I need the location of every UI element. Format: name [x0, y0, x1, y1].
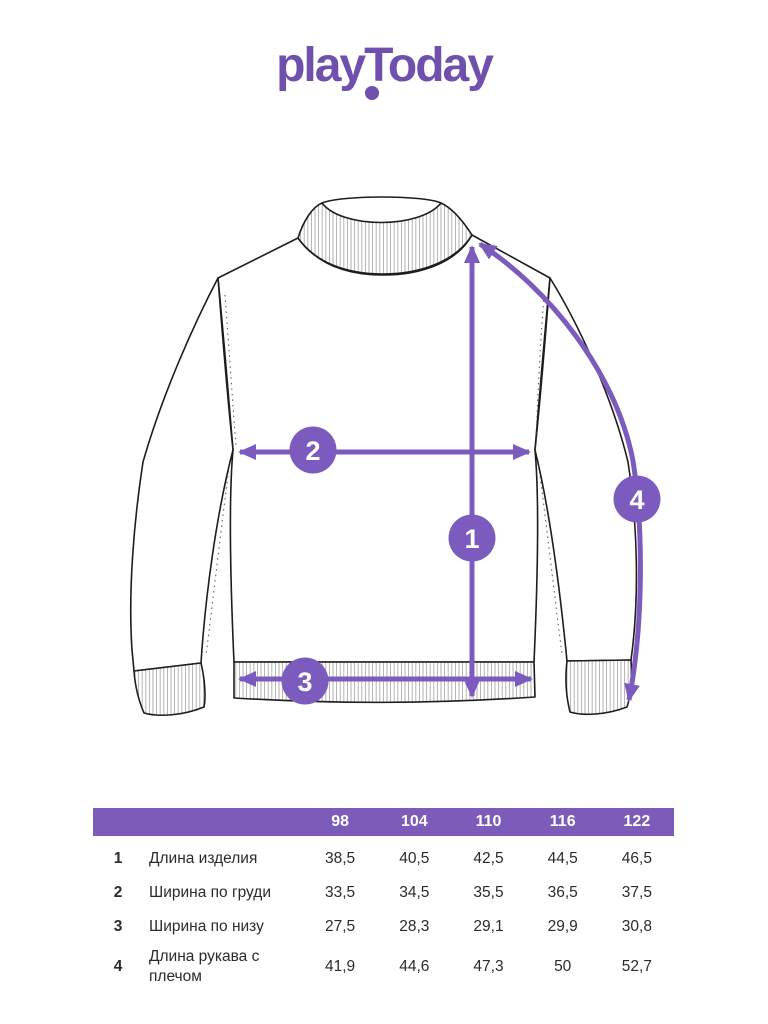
- table-cell: 41,9: [325, 958, 356, 975]
- badge-2-label: 2: [305, 436, 320, 466]
- sweater-body: [217, 234, 551, 663]
- badge-4-label: 4: [629, 485, 644, 515]
- table-cell: 29,9: [547, 918, 578, 935]
- table-cell: 28,3: [399, 918, 430, 935]
- sweater-right-cuff: [565, 659, 633, 716]
- brand-logo: playToday: [0, 42, 768, 112]
- sweater-right-sleeve: [534, 277, 638, 662]
- table-cell: 27,5: [325, 918, 356, 935]
- sweater-hem-band: [233, 661, 536, 704]
- table-cell: 38,5: [325, 850, 356, 867]
- table-cell: 33,5: [325, 884, 356, 901]
- sweater-outline: [129, 196, 638, 717]
- row-label: Ширина по низу: [149, 917, 264, 935]
- row-label: Длина изделия: [149, 849, 258, 867]
- table-row: 2 Ширина по груди 33,5 34,5 35,5 36,5 37…: [93, 876, 674, 910]
- table-row: 1 Длина изделия 38,5 40,5 42,5 44,5 46,5: [93, 842, 674, 876]
- badge-3-label: 3: [297, 667, 312, 697]
- badge-1-label: 1: [464, 524, 479, 554]
- table-cell: 44,6: [399, 958, 430, 975]
- measurement-badge-2: 2: [289, 426, 337, 474]
- measurement-badge-3: 3: [281, 657, 329, 705]
- table-row: 4 Длина рукава с плечом 41,9 44,6 47,3 5…: [93, 944, 674, 990]
- table-cell: 40,5: [399, 850, 430, 867]
- measurement-badge-4: 4: [613, 475, 661, 523]
- row-number: 1: [113, 850, 123, 867]
- seam-stitches: [205, 294, 563, 657]
- table-cell: 42,5: [473, 850, 504, 867]
- size-header-cell: 116: [549, 813, 576, 830]
- measurement-badges: 1 2 3 4: [281, 426, 661, 705]
- brand-logo-text: playToday: [276, 39, 494, 92]
- arrow-4-sleeve-length: [478, 241, 643, 702]
- row-number: 2: [113, 884, 123, 901]
- row-label: Ширина по груди: [149, 883, 271, 901]
- sweater-left-sleeve: [129, 277, 234, 672]
- table-cell: 50: [554, 958, 572, 975]
- brand-logo-dot-icon: [365, 86, 379, 100]
- size-table: 98 104 110 116 122 1 Длина изделия 38,5 …: [93, 808, 674, 990]
- sweater-collar: [297, 197, 473, 275]
- table-row: 3 Ширина по низу 27,5 28,3 29,1 29,9 30,…: [93, 910, 674, 944]
- measurement-arrows: [238, 241, 643, 702]
- row-number: 3: [113, 918, 123, 935]
- sweater-collar-opening: [321, 196, 442, 224]
- size-header-cell: 98: [331, 813, 349, 830]
- table-cell: 29,1: [473, 918, 504, 935]
- size-table-body: 1 Длина изделия 38,5 40,5 42,5 44,5 46,5…: [93, 842, 674, 990]
- size-header-cell: 122: [623, 813, 651, 830]
- size-header-cell: 104: [400, 813, 428, 830]
- table-cell: 37,5: [621, 884, 652, 901]
- table-cell: 52,7: [621, 958, 652, 975]
- table-cell: 44,5: [547, 850, 578, 867]
- table-cell: 30,8: [621, 918, 652, 935]
- table-cell: 34,5: [399, 884, 430, 901]
- sweater-left-cuff: [133, 662, 206, 717]
- table-cell: 36,5: [547, 884, 578, 901]
- row-label: Длина рукава с плечом: [149, 947, 260, 985]
- row-number: 4: [113, 958, 123, 975]
- measurement-badge-1: 1: [448, 514, 496, 562]
- table-cell: 47,3: [473, 958, 504, 975]
- size-table-header: 98 104 110 116 122: [93, 808, 674, 836]
- size-header-cell: 110: [475, 813, 502, 830]
- table-cell: 46,5: [621, 850, 652, 867]
- table-cell: 35,5: [473, 884, 504, 901]
